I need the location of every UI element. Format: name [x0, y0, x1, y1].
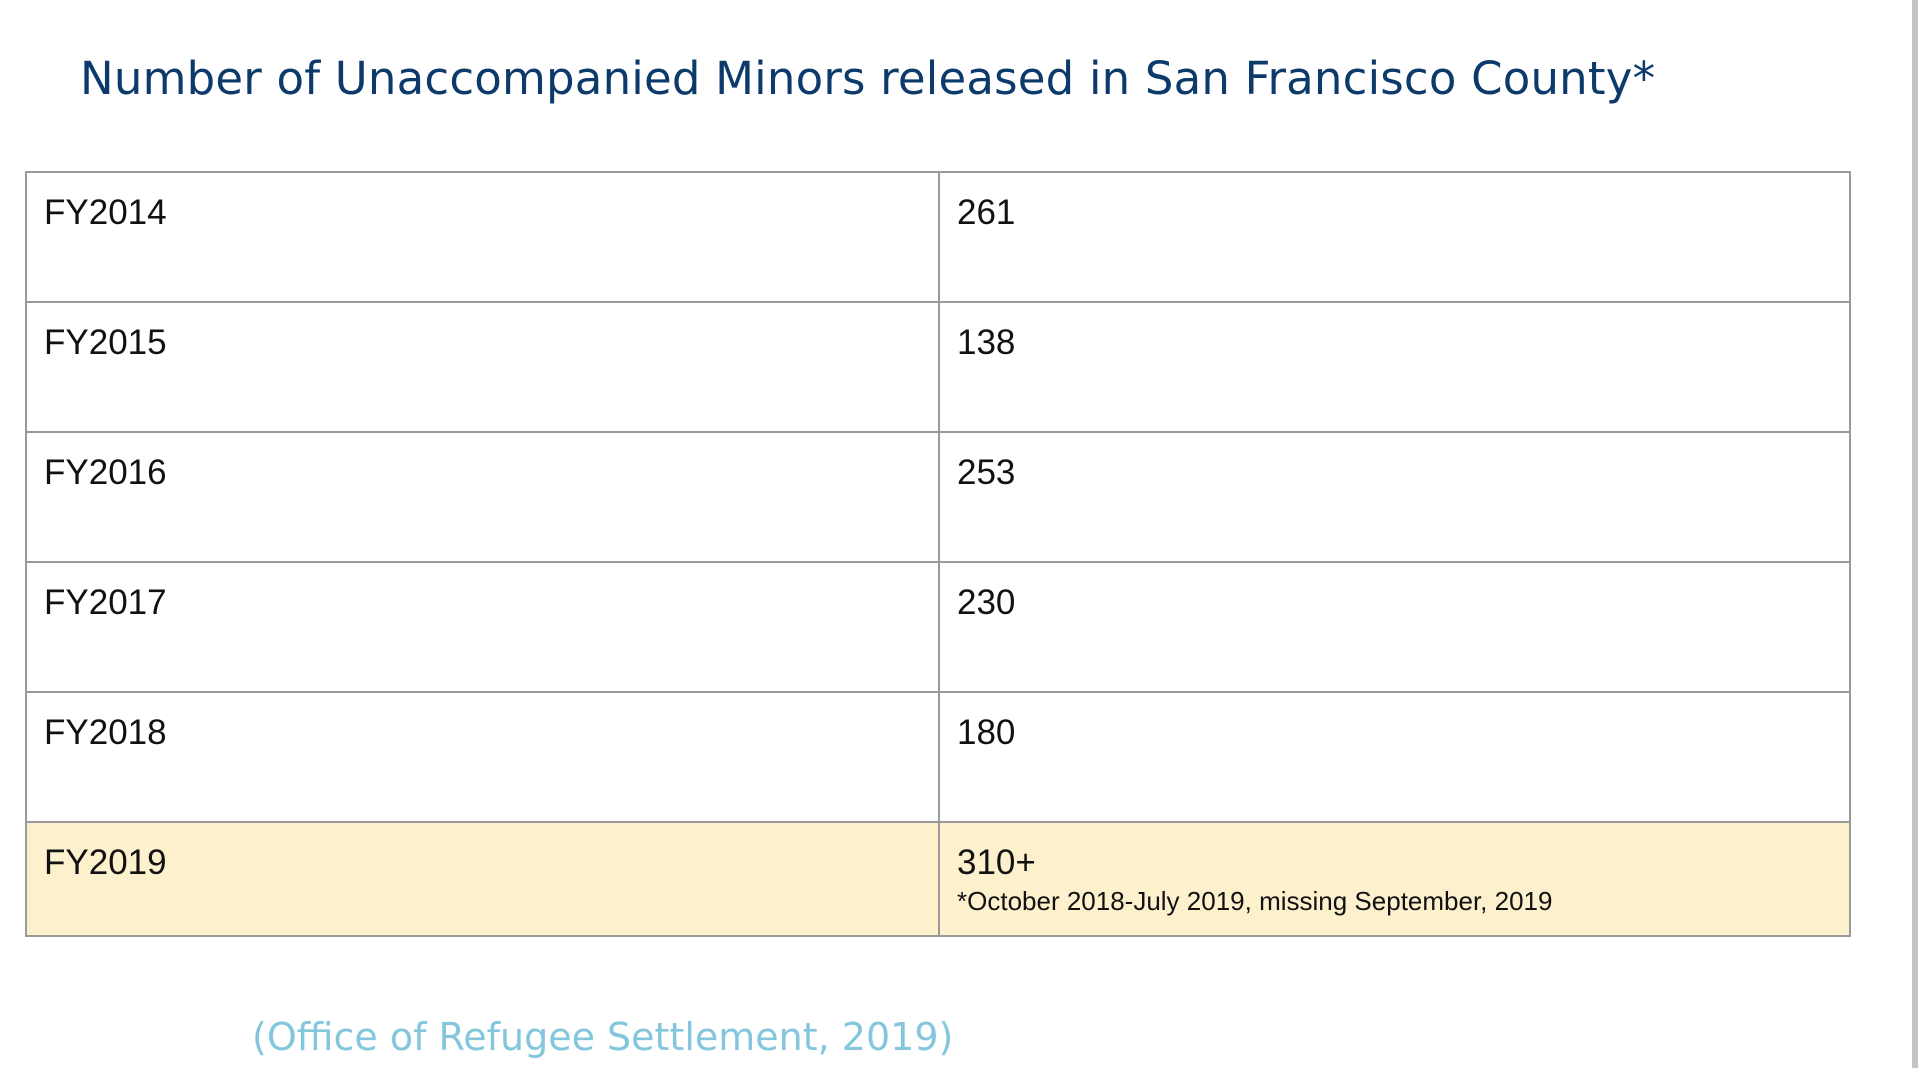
year-cell: FY2014 [25, 171, 940, 303]
count-cell: 230 [938, 561, 1851, 693]
source-citation: (Office of Refugee Settlement, 2019) [252, 1015, 954, 1059]
count-cell: 138 [938, 301, 1851, 433]
count-cell: 261 [938, 171, 1851, 303]
table-row: FY2017 230 [25, 561, 1851, 693]
year-cell: FY2018 [25, 691, 940, 823]
footnote: *October 2018-July 2019, missing Septemb… [957, 886, 1553, 917]
year-cell: FY2017 [25, 561, 940, 693]
slide-title: Number of Unaccompanied Minors released … [80, 52, 1656, 105]
year-cell: FY2019 [25, 821, 940, 937]
table-row: FY2018 180 [25, 691, 1851, 823]
table-row: FY2015 138 [25, 301, 1851, 433]
count-cell-with-note: 310+ *October 2018-July 2019, missing Se… [938, 821, 1851, 937]
year-cell: FY2015 [25, 301, 940, 433]
table-row: FY2014 261 [25, 171, 1851, 303]
table-row: FY2016 253 [25, 431, 1851, 563]
count-cell: 253 [938, 431, 1851, 563]
year-cell: FY2016 [25, 431, 940, 563]
minors-table: FY2014 261 FY2015 138 FY2016 253 FY2017 … [25, 171, 1851, 937]
count-cell: 180 [938, 691, 1851, 823]
table-row-highlighted: FY2019 310+ *October 2018-July 2019, mis… [25, 821, 1851, 937]
count-value: 310+ [957, 843, 1036, 882]
slide-edge-divider [1912, 0, 1918, 1068]
